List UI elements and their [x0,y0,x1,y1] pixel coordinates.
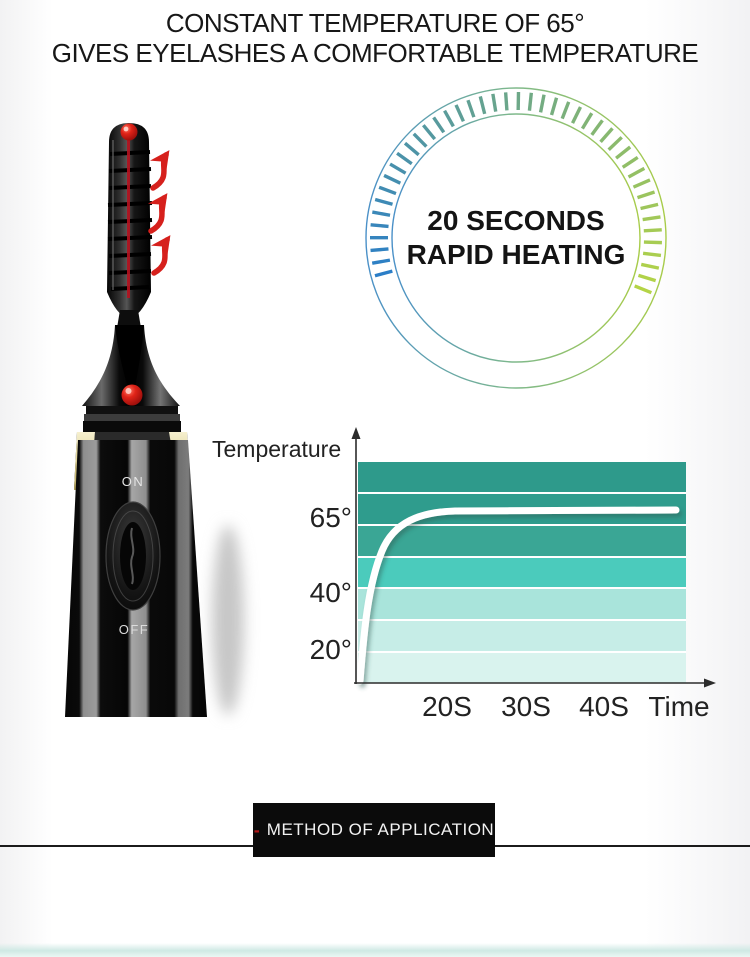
ring-tick [503,92,509,111]
method-of-application-label: METHOD OF APPLICATION [266,820,495,839]
wand-tip-red-ball [120,123,138,141]
ring-tick [599,127,614,144]
ring-tick [412,132,428,148]
ring-tick [607,136,623,151]
ring-tick [527,92,534,111]
tip-ball-highlight [123,126,129,132]
ring-tick [642,215,661,222]
ring-tick [640,202,659,211]
ring-tick [643,228,662,233]
ring-tick [383,173,402,185]
heated-brush-wand [107,123,153,319]
ring-tick [637,273,657,283]
ring-text-line-1: 20 SECONDS [427,205,605,236]
ring-tick [466,99,476,118]
ring-tick [422,124,437,141]
ring-tick [632,178,651,189]
red-dash: - [253,819,260,840]
base-ball-highlight [125,388,132,394]
ring-tick [627,166,646,179]
chart-band [358,462,686,492]
ring-tick [432,116,446,134]
stem [117,310,141,328]
ring-tick [478,96,487,115]
ring-tick [491,93,498,112]
title-line-2: GIVES EYELASHES A COMFORTABLE TEMPERATUR… [51,38,699,68]
chart-band [358,621,686,652]
chart-band [358,653,686,684]
ring-tick [538,94,546,113]
eyelash-curler-product-image: ON OFF [65,123,244,717]
chart-band [358,525,686,556]
switch-rim [112,510,154,602]
switch-ridges [130,527,135,585]
ring-tick [378,185,397,196]
y-tick-20: 20° [309,634,352,665]
ring-tick [370,223,389,229]
ring-tick [549,97,559,116]
ring-tick [571,106,583,124]
ring-text-line-2: RAPID HEATING [406,239,626,270]
ring-tick [370,247,389,253]
ring-tick [396,151,413,166]
ring-tick [642,251,662,258]
ring-tick [374,197,393,206]
ring-tick [615,145,632,160]
ring-tick [580,112,594,130]
ring-tick [590,119,604,136]
wand-heat-core-line [127,136,130,298]
x-tick-30s: 30S [501,691,551,722]
chart-y-axis-title: Temperature [212,436,342,462]
heating-curve [356,506,680,685]
product-shadow [212,525,244,715]
ring-tick [372,210,391,217]
chart-band [358,557,686,588]
title-line-1: CONSTANT TEMPERATURE OF 65° [165,8,585,38]
temperature-chart [351,427,716,688]
y-tick-40: 40° [309,577,352,608]
heat-arrow-icon [147,193,168,234]
ring-gauge-text: 20 SECONDS RAPID HEATING [361,204,671,272]
y-axis-arrow-icon [351,427,361,439]
x-tick-20s: 20S [422,691,472,722]
ring-tick [371,258,391,265]
rapid-heating-ring-gauge [365,87,667,389]
base-red-ball [121,384,143,406]
ring-tick [374,269,393,278]
heat-arrow-icon [150,235,171,276]
chart-band [358,589,686,620]
ring-tick [389,162,407,175]
ring-tick [454,104,465,122]
ring-tick [621,155,639,169]
base-ring-1 [86,406,178,414]
x-tick-40s: 40S [579,691,629,722]
product-neck-and-base [82,310,181,432]
ring-tick [634,284,653,295]
trumpet-center-groove [115,325,144,406]
page-title: CONSTANT TEMPERATURE OF 65° GIVES EYELAS… [0,8,750,68]
ring-tick [403,141,420,157]
ring-inner-circle [391,113,641,363]
y-tick-65: 65° [309,502,352,533]
base-ring-2 [84,414,180,421]
x-axis-title: Time [648,691,710,722]
on-label: ON [122,474,145,489]
bottom-teal-strip [0,943,750,957]
off-label: OFF [119,622,150,637]
base-ring-3 [83,421,181,432]
heat-arrows [147,150,171,276]
ring-tick [560,101,571,120]
handle: ON OFF [65,440,207,717]
ring-tick [636,190,656,200]
heat-arrow-icon [149,150,170,191]
ring-outer-circle [365,87,667,389]
x-axis-arrow-icon [704,678,716,688]
ring-tick [443,109,455,128]
ring-tick [643,240,662,245]
method-of-application-banner: - METHOD OF APPLICATION [253,803,495,857]
ring-tick [640,262,660,270]
